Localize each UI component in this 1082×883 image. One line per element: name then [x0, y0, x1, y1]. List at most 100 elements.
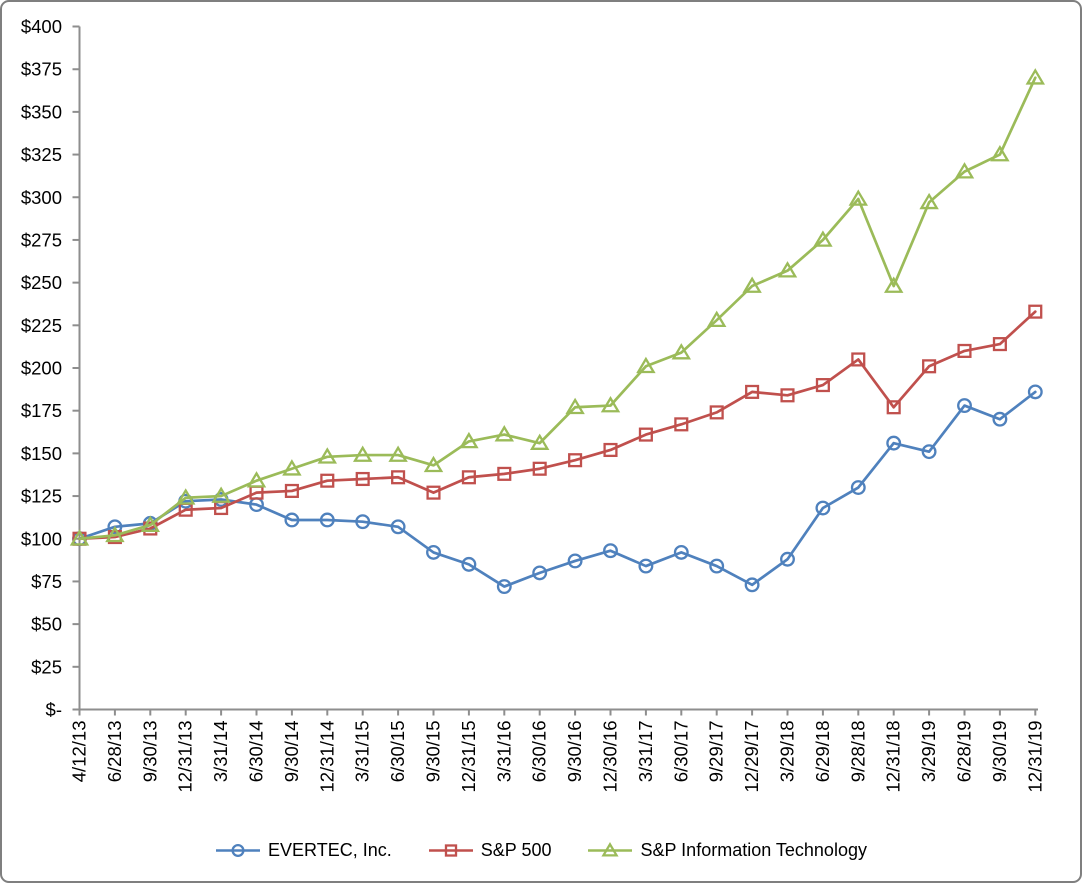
data-point-marker	[317, 447, 338, 464]
data-point-marker	[496, 579, 512, 595]
x-tick-label: 6/30/14	[246, 721, 267, 783]
x-tick-label: 3/29/19	[918, 721, 939, 783]
y-tick-label: $225	[21, 315, 62, 336]
data-point-marker	[565, 397, 585, 415]
y-tick-label: $350	[21, 101, 62, 122]
y-tick-label: $200	[21, 358, 62, 379]
data-point-marker	[352, 445, 373, 462]
x-tick-label: 9/30/14	[281, 721, 302, 783]
data-point-marker	[671, 343, 692, 360]
data-point-marker	[813, 230, 833, 247]
data-point-marker	[175, 488, 196, 505]
legend-item-sp500: S&P 500	[428, 840, 552, 861]
legend-item-spit: S&P Information Technology	[587, 840, 867, 861]
data-point-marker	[601, 842, 620, 857]
x-tick-label: 12/31/14	[316, 721, 337, 793]
y-tick-label: $400	[21, 16, 62, 37]
data-point-marker	[744, 577, 760, 593]
data-point-marker	[709, 405, 724, 420]
x-tick-label: 12/31/15	[458, 721, 479, 793]
data-point-marker	[990, 145, 1010, 162]
x-tick-label: 12/31/13	[175, 721, 196, 793]
data-point-marker	[673, 544, 689, 560]
x-tick-label: 9/28/18	[847, 721, 868, 783]
data-point-marker	[567, 553, 583, 569]
data-point-marker	[494, 425, 515, 442]
data-point-marker	[320, 473, 335, 488]
data-point-marker	[388, 445, 408, 462]
y-tick-label: $-	[46, 699, 62, 720]
data-point-marker	[922, 359, 937, 374]
data-point-marker	[426, 544, 441, 560]
data-point-marker	[497, 466, 512, 481]
data-point-marker	[603, 543, 618, 559]
data-point-marker	[745, 384, 760, 399]
data-point-marker	[390, 519, 406, 535]
legend-label-sp500: S&P 500	[480, 840, 552, 860]
data-point-marker	[815, 500, 831, 516]
x-tick-label: 3/31/15	[352, 721, 373, 783]
data-point-marker	[423, 455, 444, 473]
x-tick-label: 12/31/18	[883, 721, 904, 793]
data-point-marker	[777, 261, 798, 278]
x-tick-label: 6/29/18	[812, 721, 833, 783]
data-point-marker	[850, 480, 866, 495]
data-point-marker	[1025, 68, 1046, 85]
data-point-marker	[954, 162, 975, 179]
data-point-marker	[709, 558, 725, 574]
x-tick-label: 6/30/16	[529, 721, 550, 783]
x-tick-label: 9/30/15	[423, 721, 444, 783]
data-point-marker	[246, 471, 267, 488]
data-point-marker	[780, 551, 795, 567]
data-point-marker	[532, 461, 547, 476]
x-tick-label: 9/30/16	[564, 721, 585, 783]
x-tick-label: 9/30/13	[139, 721, 160, 783]
data-point-marker	[706, 310, 727, 328]
data-point-marker	[638, 558, 654, 574]
x-tick-label: 9/30/19	[989, 721, 1010, 783]
data-point-marker	[600, 396, 621, 413]
data-point-marker	[459, 431, 479, 449]
legend-item-evertec: EVERTEC, Inc.	[215, 840, 392, 861]
data-point-marker	[284, 512, 300, 528]
y-tick-label: $275	[21, 229, 62, 250]
x-tick-label: 12/31/19	[1024, 721, 1045, 793]
data-point-marker	[532, 565, 548, 581]
y-tick-label: $25	[31, 656, 62, 677]
data-point-marker	[603, 442, 618, 458]
series-line	[78, 390, 1037, 588]
data-point-marker	[1027, 384, 1043, 400]
y-tick-label: $75	[31, 571, 62, 592]
y-tick-label: $150	[21, 443, 62, 464]
data-point-marker	[529, 433, 550, 450]
legend-label-evertec: EVERTEC, Inc.	[268, 840, 392, 860]
x-tick-label: 6/28/19	[954, 721, 975, 783]
data-point-marker	[461, 556, 477, 572]
y-tick-label: $100	[21, 528, 62, 549]
y-tick-label: $325	[21, 144, 62, 165]
data-point-marker	[815, 378, 830, 393]
data-point-marker	[391, 470, 406, 485]
line-square-marker-icon	[428, 844, 473, 857]
y-tick-label: $50	[31, 614, 62, 635]
x-tick-label: 3/29/18	[777, 721, 798, 783]
data-point-marker	[568, 453, 583, 468]
x-tick-label: 6/30/17	[670, 721, 691, 783]
data-point-marker	[851, 352, 866, 367]
data-point-marker	[992, 337, 1007, 352]
data-point-marker	[284, 483, 299, 498]
series-line	[78, 310, 1037, 541]
data-point-marker	[921, 444, 937, 460]
data-point-marker	[674, 417, 689, 432]
series-line	[78, 76, 1037, 541]
data-point-marker	[919, 192, 939, 210]
data-point-marker	[282, 459, 302, 476]
y-tick-label: $375	[21, 59, 62, 80]
x-tick-label: 12/29/17	[741, 721, 762, 793]
x-tick-label: 3/31/14	[210, 721, 231, 783]
x-tick-label: 12/30/16	[600, 721, 621, 793]
x-tick-label: 3/31/16	[493, 721, 514, 783]
data-point-marker	[461, 470, 476, 485]
